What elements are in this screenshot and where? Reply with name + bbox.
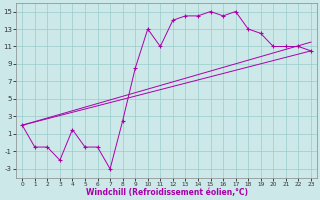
X-axis label: Windchill (Refroidissement éolien,°C): Windchill (Refroidissement éolien,°C) bbox=[85, 188, 248, 197]
